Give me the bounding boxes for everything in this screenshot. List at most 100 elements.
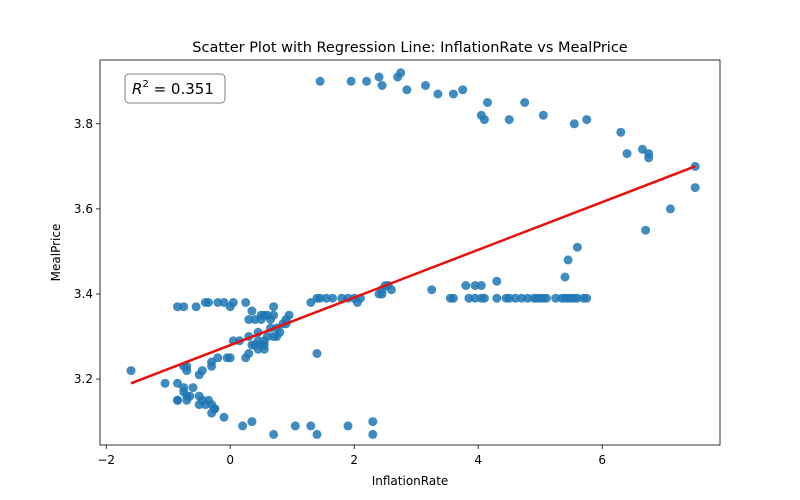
r-squared-annotation: R2 = 0.351 — [124, 73, 226, 104]
data-point — [538, 110, 548, 120]
x-tick-label: 6 — [598, 453, 606, 467]
data-point — [563, 255, 573, 265]
data-point — [241, 298, 251, 307]
data-point — [269, 302, 279, 312]
y-tick-label: 3.6 — [74, 202, 93, 216]
y-tick-label: 3.8 — [74, 117, 93, 131]
data-point — [386, 285, 396, 295]
data-point — [197, 366, 207, 376]
data-point — [266, 315, 275, 324]
x-tick-label: 0 — [226, 453, 234, 467]
data-point — [182, 366, 192, 376]
data-point — [523, 293, 533, 303]
data-point — [492, 293, 502, 303]
data-point — [306, 421, 316, 431]
x-tick-label: 2 — [350, 453, 358, 467]
data-point — [427, 285, 437, 295]
annotation-r: R — [132, 80, 142, 98]
data-point — [343, 421, 353, 431]
data-point — [191, 302, 201, 312]
data-point — [504, 115, 514, 125]
data-point — [582, 115, 592, 125]
data-point — [126, 366, 136, 376]
data-point — [179, 302, 189, 312]
data-point — [312, 429, 322, 439]
data-point — [551, 293, 561, 303]
data-point — [173, 302, 182, 312]
data-point — [321, 293, 331, 303]
data-point — [448, 89, 458, 99]
data-point — [622, 149, 632, 159]
data-point — [377, 81, 387, 90]
data-point — [448, 293, 458, 303]
data-point — [362, 76, 372, 86]
data-point — [520, 98, 530, 107]
data-point — [690, 183, 700, 193]
data-point — [479, 293, 489, 303]
data-point — [204, 298, 213, 307]
data-point — [173, 395, 182, 405]
data-point — [464, 293, 474, 303]
data-point — [250, 315, 260, 324]
y-tick-label: 3.4 — [74, 287, 93, 301]
x-axis-label: InflationRate — [372, 474, 449, 488]
data-point — [275, 327, 285, 337]
data-point — [421, 81, 430, 90]
data-point — [616, 127, 626, 137]
data-point — [244, 349, 254, 358]
data-point — [346, 76, 356, 86]
data-point — [644, 149, 654, 159]
data-point — [461, 281, 471, 290]
data-point — [213, 298, 223, 307]
data-point — [259, 344, 269, 354]
data-point — [328, 293, 337, 303]
data-point — [433, 89, 443, 99]
x-axis: −2 0 2 4 6 — [97, 445, 606, 467]
data-point — [541, 293, 551, 303]
data-point — [560, 272, 570, 282]
data-point — [582, 293, 592, 303]
data-point — [641, 225, 651, 235]
data-point — [247, 306, 257, 316]
data-point — [219, 412, 229, 422]
data-point — [200, 400, 210, 410]
data-point — [213, 353, 223, 363]
regression-line — [130, 165, 696, 385]
annotation-box — [124, 73, 226, 104]
y-axis-label: MealPrice — [49, 224, 63, 282]
y-axis: 3.2 3.4 3.6 3.8 — [74, 117, 100, 386]
x-tick-label: 4 — [474, 453, 482, 467]
data-point — [228, 298, 238, 307]
data-point — [188, 383, 198, 393]
data-point — [238, 421, 248, 431]
data-point — [504, 293, 514, 303]
data-point — [458, 85, 468, 95]
data-point — [665, 204, 675, 214]
data-point — [312, 349, 322, 358]
data-point — [210, 404, 220, 414]
data-point — [569, 119, 579, 129]
data-point — [315, 76, 325, 86]
plot-area — [126, 68, 700, 439]
data-point — [247, 417, 257, 427]
data-point — [315, 293, 325, 303]
y-tick-label: 3.2 — [74, 372, 93, 386]
data-point — [476, 281, 486, 290]
data-point — [483, 98, 492, 107]
data-point — [572, 293, 582, 303]
data-point — [290, 421, 300, 431]
regression-line-path — [130, 165, 696, 385]
data-point — [402, 85, 412, 95]
data-point — [374, 72, 384, 82]
data-point — [225, 353, 235, 363]
data-point — [470, 281, 480, 290]
annotation-text: R2 = 0.351 — [132, 79, 214, 98]
data-point — [253, 344, 263, 354]
data-point — [572, 242, 582, 252]
data-point — [262, 332, 272, 341]
data-point — [517, 293, 527, 303]
data-point — [492, 276, 502, 286]
data-point — [368, 429, 378, 439]
plot-frame — [99, 59, 721, 446]
